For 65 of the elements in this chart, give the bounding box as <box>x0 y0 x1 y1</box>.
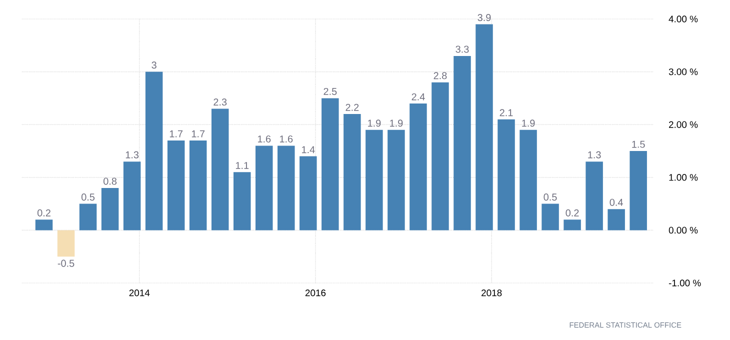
data-label: 3 <box>152 62 156 69</box>
bar <box>388 130 405 230</box>
bar <box>564 220 581 230</box>
bar <box>586 162 603 230</box>
bar <box>410 103 427 230</box>
bar <box>256 146 273 230</box>
bar <box>300 156 317 230</box>
bar <box>79 204 97 230</box>
data-label: 2.4 <box>412 93 425 100</box>
data-label: 2.5 <box>324 88 337 95</box>
data-label: 1.3 <box>588 151 601 158</box>
bar <box>366 130 383 230</box>
bar <box>234 172 251 230</box>
bar <box>344 114 361 230</box>
y-tick-label: 2.00 % <box>669 121 698 128</box>
data-label: 1.4 <box>302 146 315 154</box>
bar <box>278 146 295 230</box>
data-label: 1.7 <box>192 130 205 138</box>
data-label: 0.2 <box>37 209 50 216</box>
bar <box>498 119 515 230</box>
data-label: 1.9 <box>390 120 403 127</box>
x-tick-label: 2014 <box>129 290 150 296</box>
bar <box>101 188 119 230</box>
y-tick-label: 3.00 % <box>668 68 698 76</box>
y-tick-label: 1.00 % <box>669 174 698 181</box>
bar <box>167 140 185 230</box>
bar <box>322 98 339 230</box>
data-label: 1.6 <box>258 135 271 143</box>
bar <box>189 140 207 230</box>
x-tick-label: 2018 <box>482 290 502 296</box>
data-label: 1.9 <box>522 120 535 127</box>
y-tick-label: 4.00 % <box>668 16 698 22</box>
data-label: 1.9 <box>368 120 381 127</box>
data-label: 1.5 <box>632 140 645 148</box>
data-label: 0.8 <box>104 178 117 185</box>
bar <box>123 162 141 230</box>
data-label: 0.4 <box>610 198 623 206</box>
data-label: 3.9 <box>478 14 491 22</box>
bar <box>630 151 647 230</box>
data-label: 1.6 <box>280 135 293 143</box>
bar <box>145 72 163 230</box>
y-tick-label: -1.00 % <box>668 280 701 286</box>
bar <box>454 56 471 230</box>
data-label: 2.8 <box>434 72 447 80</box>
bar <box>35 220 53 230</box>
bar <box>211 108 229 230</box>
bar <box>542 204 559 230</box>
x-tick-label: 2016 <box>305 290 326 296</box>
data-label: 1.1 <box>236 162 249 169</box>
data-label: 3.3 <box>456 46 469 53</box>
bar <box>476 24 493 230</box>
data-label: 1.3 <box>126 151 139 158</box>
y-tick-label: 0.00 % <box>668 226 698 234</box>
data-label: 0.2 <box>566 209 579 216</box>
data-label: 2.2 <box>346 104 359 111</box>
bar <box>57 230 75 257</box>
data-label: 0.5 <box>82 194 95 201</box>
bar <box>432 82 449 230</box>
data-label: -0.5 <box>58 260 74 267</box>
data-label: 2.1 <box>500 109 513 116</box>
bar <box>608 209 625 230</box>
data-label: 2.3 <box>214 98 227 106</box>
bar <box>520 130 537 230</box>
data-label: 0.5 <box>544 194 557 201</box>
data-label: 1.7 <box>170 130 183 138</box>
